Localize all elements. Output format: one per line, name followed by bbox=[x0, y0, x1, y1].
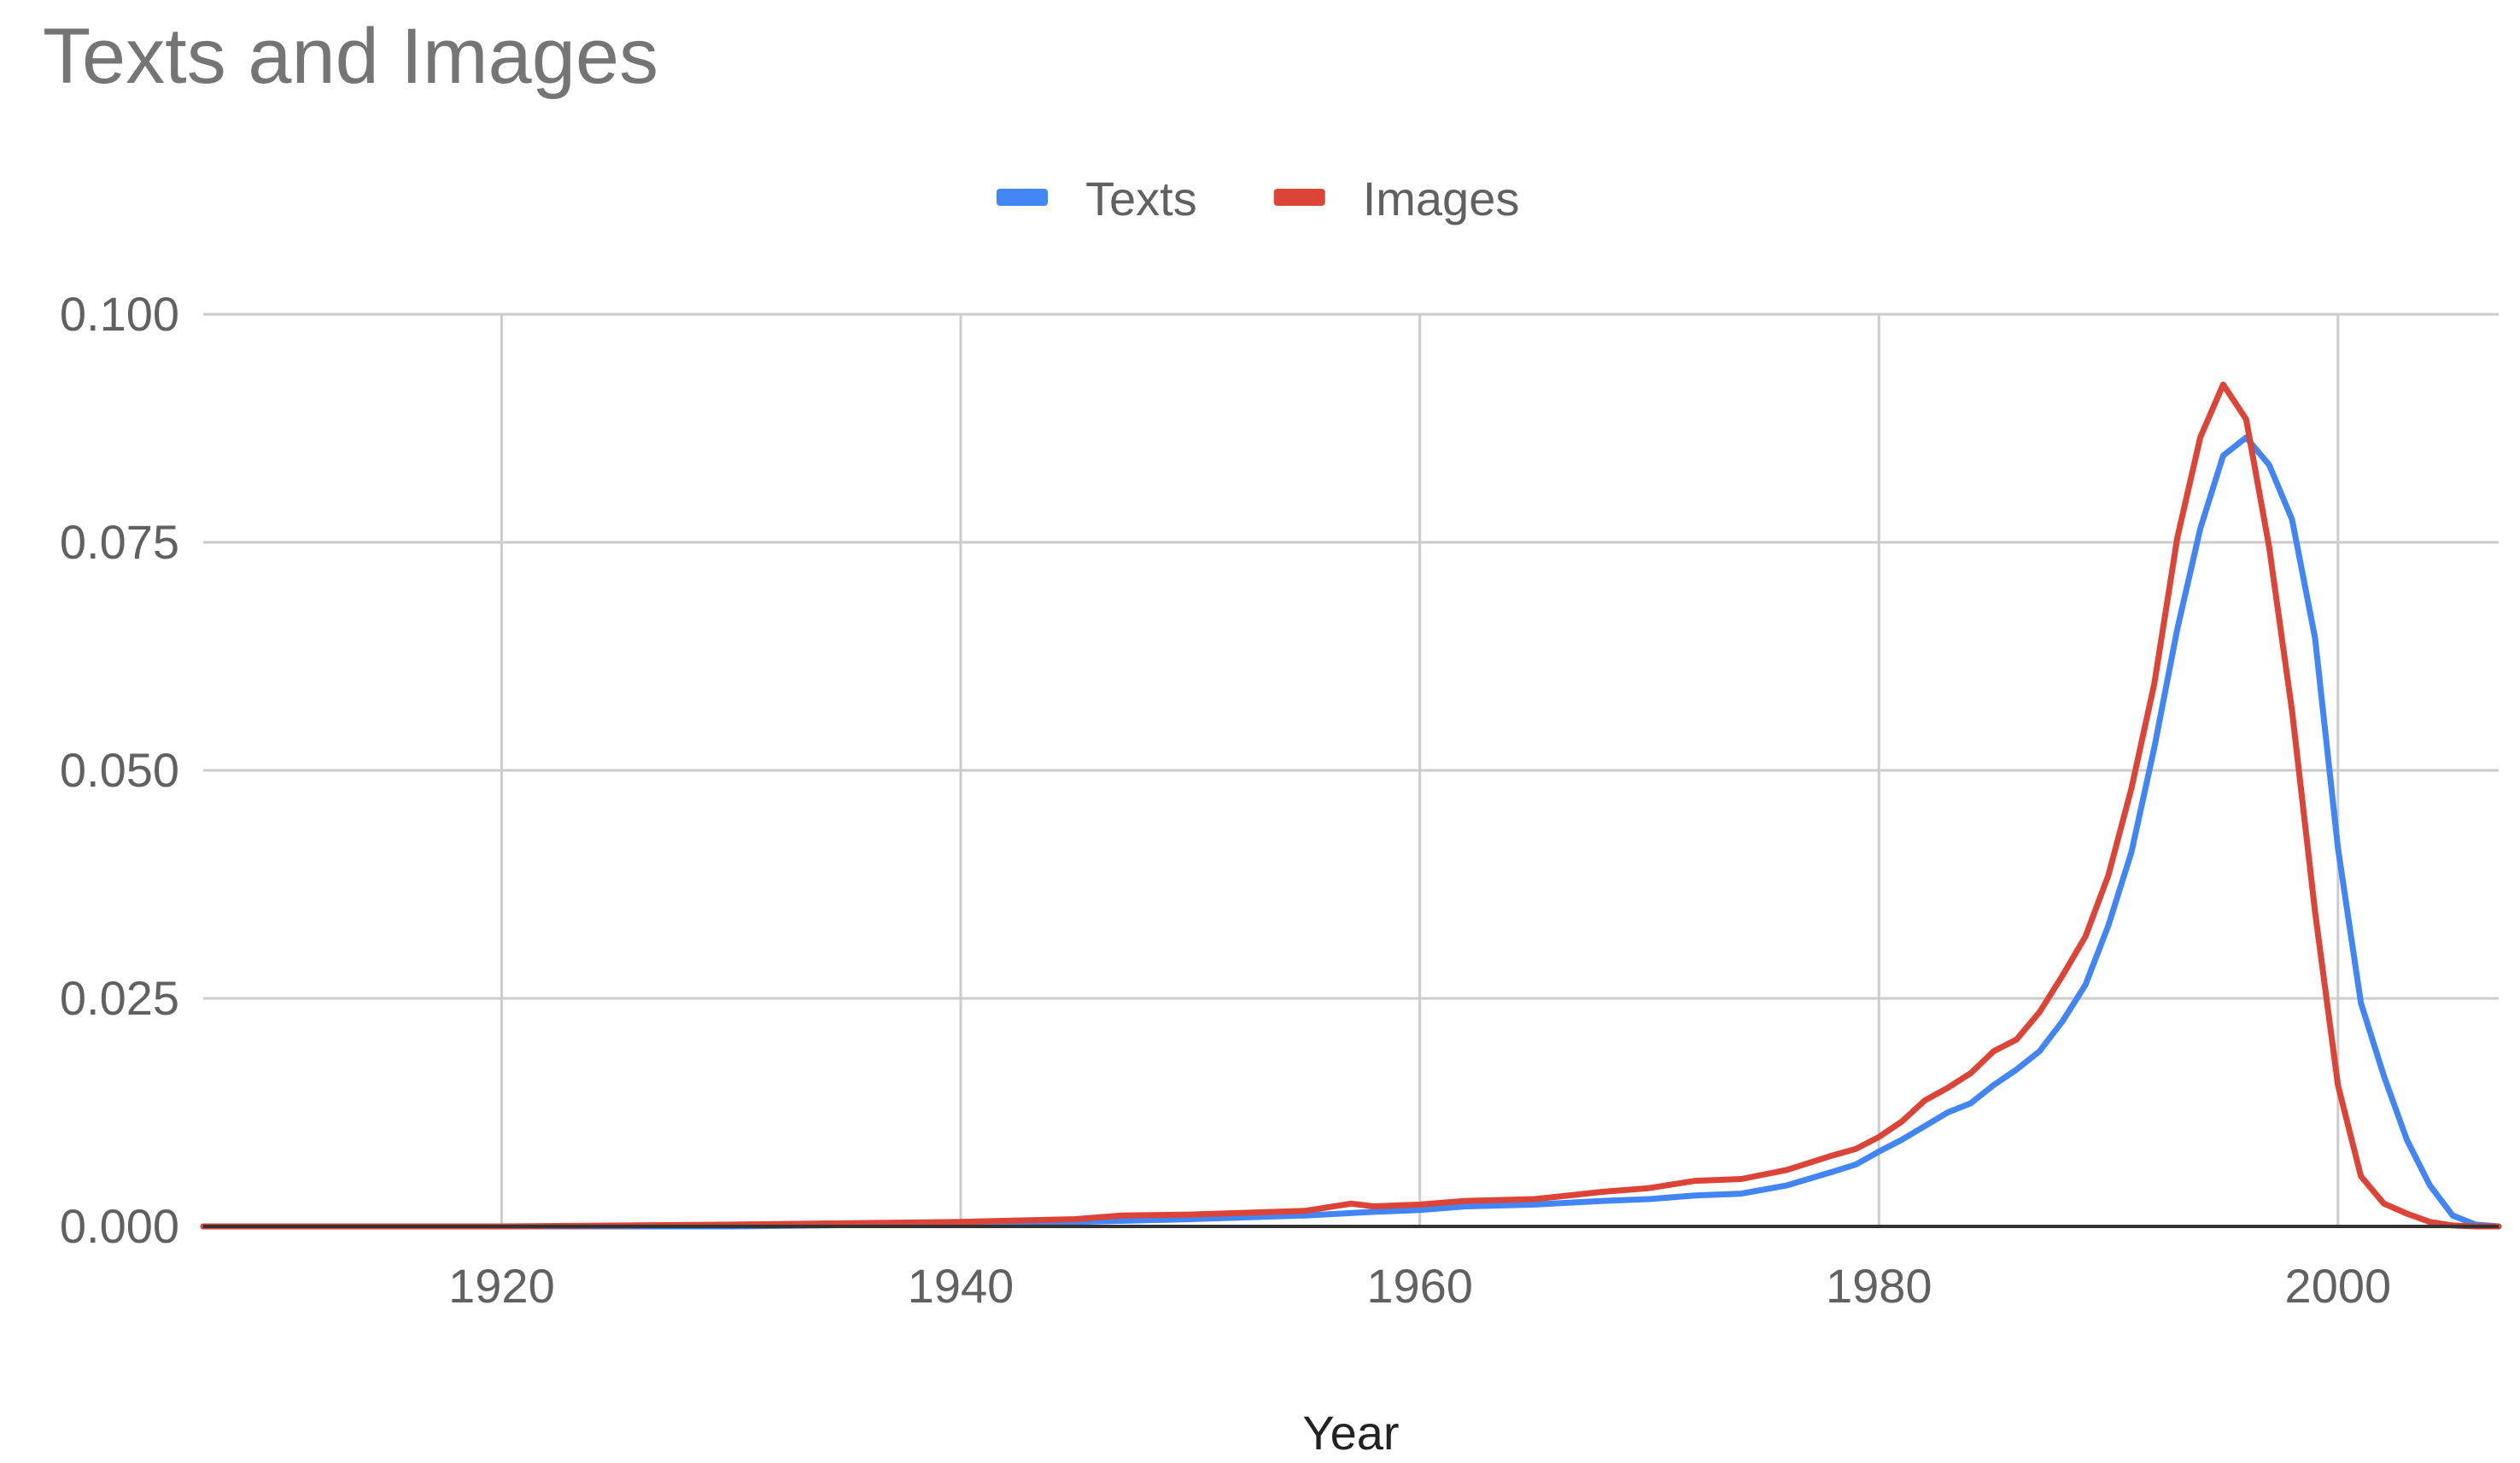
series-line-images bbox=[200, 381, 2502, 1230]
legend-swatch-texts bbox=[997, 189, 1048, 206]
legend-label-images: Images bbox=[1363, 172, 1520, 225]
y-tick-label: 0.025 bbox=[60, 971, 179, 1025]
series-group bbox=[200, 381, 2502, 1230]
x-tick-label: 2000 bbox=[2285, 1259, 2392, 1313]
legend-swatch-images bbox=[1273, 189, 1325, 206]
y-tick-label: 0.050 bbox=[60, 743, 179, 797]
x-tick-label: 1980 bbox=[1826, 1259, 1932, 1313]
y-tick-label: 0.100 bbox=[60, 287, 179, 341]
x-axis: 1920 1940 1960 1980 2000 Year bbox=[203, 1225, 2499, 1460]
x-tick-label: 1940 bbox=[908, 1259, 1014, 1313]
y-axis: 0.000 0.025 0.050 0.075 0.100 bbox=[60, 287, 179, 1253]
chart-title: Texts and Images bbox=[43, 13, 659, 100]
x-axis-title: Year bbox=[1302, 1406, 1399, 1460]
y-tick-label: 0.000 bbox=[60, 1199, 179, 1253]
series-line-texts bbox=[200, 434, 2502, 1230]
x-tick-label: 1920 bbox=[448, 1259, 555, 1313]
grid bbox=[203, 313, 2499, 1226]
legend: Texts Images bbox=[997, 172, 1519, 225]
x-tick-label: 1960 bbox=[1366, 1259, 1473, 1313]
legend-label-texts: Texts bbox=[1085, 172, 1197, 225]
y-tick-label: 0.075 bbox=[60, 515, 179, 569]
